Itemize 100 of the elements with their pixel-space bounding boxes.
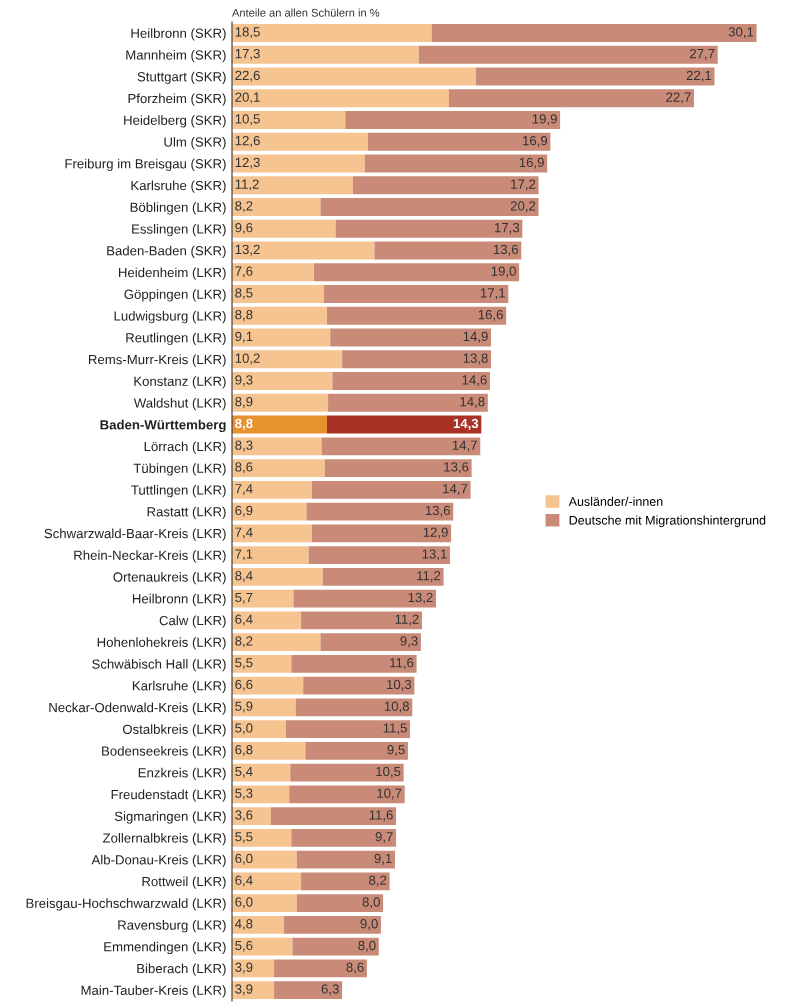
data-label: 18,5 [235,27,260,39]
y-tick-label: Böblingen (LKR) [130,202,226,215]
bar [232,959,275,978]
data-label: 22,7 [666,92,691,104]
data-label: 17,3 [235,48,260,60]
bar [232,24,432,42]
legend-label: Deutsche mit Migrationshintergrund [569,515,766,528]
bar [296,894,384,912]
bar [330,328,492,347]
data-label: 8,3 [235,440,253,452]
bar [295,698,413,717]
y-tick-label: Pforzheim (SKR) [128,93,226,106]
bar [232,981,275,1000]
bar [232,480,312,499]
bar [232,850,297,869]
bar [232,154,365,173]
bar [296,850,395,869]
data-label: 5,3 [235,788,253,800]
data-label: 16,9 [519,157,544,169]
bar [345,111,561,129]
y-tick-label: Sigmaringen (LKR) [114,811,226,824]
bar [291,654,417,673]
bar [301,872,390,891]
data-label: 14,7 [452,440,477,452]
bar [232,524,312,543]
data-label: 6,8 [235,745,253,756]
data-label: 19,0 [491,266,516,278]
data-label: 14,6 [462,375,487,387]
bar [232,459,325,477]
bar [232,741,306,760]
y-tick-label: Konstanz (LKR) [134,376,226,389]
y-tick-label: Main-Tauber-Kreis (LKR) [81,985,226,998]
bar [232,633,321,651]
y-tick-label: Tübingen (LKR) [133,463,226,476]
data-label: 16,9 [523,135,548,147]
y-tick-label: Ravensburg (LKR) [118,920,226,933]
data-label: 9,7 [375,832,393,843]
bar [274,959,367,978]
bar [285,720,411,738]
data-label: 6,9 [235,505,253,517]
bar [374,241,522,260]
bar [232,894,297,912]
bar [232,502,307,521]
y-tick-label: Calw (LKR) [159,615,226,628]
data-label: 8,6 [346,962,364,974]
bar [232,328,331,347]
data-label: 14,3 [453,418,479,430]
data-label: 8,9 [235,396,253,408]
y-tick-label: Neckar-Odenwald-Kreis (LKR) [49,702,226,715]
bar [326,415,482,434]
data-label: 22,1 [686,70,712,82]
y-tick-label: Baden-Württemberg [100,419,226,433]
data-label: 14,9 [463,331,488,343]
data-label: 8,2 [369,875,387,887]
y-tick-label: Heilbronn (LKR) [132,593,226,607]
data-label: 12,3 [235,157,260,169]
data-label: 17,2 [511,179,536,191]
bar [364,154,548,173]
data-label: 17,3 [494,222,520,234]
data-label: 8,8 [235,418,253,430]
y-tick-label: Rottweil (LKR) [142,876,226,889]
bar [418,45,718,64]
bar [232,654,292,673]
data-label: 8,8 [235,309,253,321]
bar [320,198,539,216]
data-label: 4,8 [235,919,253,930]
y-tick-label: Ulm (SKR) [164,136,226,150]
data-label: 14,8 [460,396,485,408]
bar [232,872,302,891]
bar [232,219,336,238]
bar [475,67,715,86]
y-tick-label: Waldshut (LKR) [133,398,226,411]
y-tick-label: Rastatt (LKR) [147,506,226,520]
y-tick-label: Karlsruhe (LKR) [132,680,226,694]
legend-label: Ausländer/-innen [568,496,663,506]
bar [342,350,492,369]
data-label: 8,0 [358,940,376,952]
data-label: 8,2 [235,201,253,213]
chart-title: Anteile an allen Schülern in % [232,8,380,17]
data-label: 7,4 [235,527,253,539]
y-tick-label: Heidenheim (LKR) [119,267,226,280]
data-label: 12,6 [235,135,260,147]
bar [232,285,324,303]
bar [232,807,271,825]
data-label: 30,1 [728,27,754,39]
data-label: 8,6 [235,462,253,474]
bar [274,981,343,1000]
bar [324,459,472,477]
data-label: 13,1 [422,549,447,561]
bar [306,502,454,521]
bar [290,763,404,782]
data-label: 11,6 [369,810,393,822]
data-label: 8,5 [235,288,253,300]
y-tick-label: Hohenlohekreis (LKR) [97,637,226,650]
bar [311,524,452,543]
bar [332,372,490,390]
y-tick-label: Baden-Baden (SKR) [107,245,226,259]
bar [283,915,381,934]
bar [270,807,397,825]
y-tick-label: Alb-Donau-Kreis (LKR) [91,854,226,868]
